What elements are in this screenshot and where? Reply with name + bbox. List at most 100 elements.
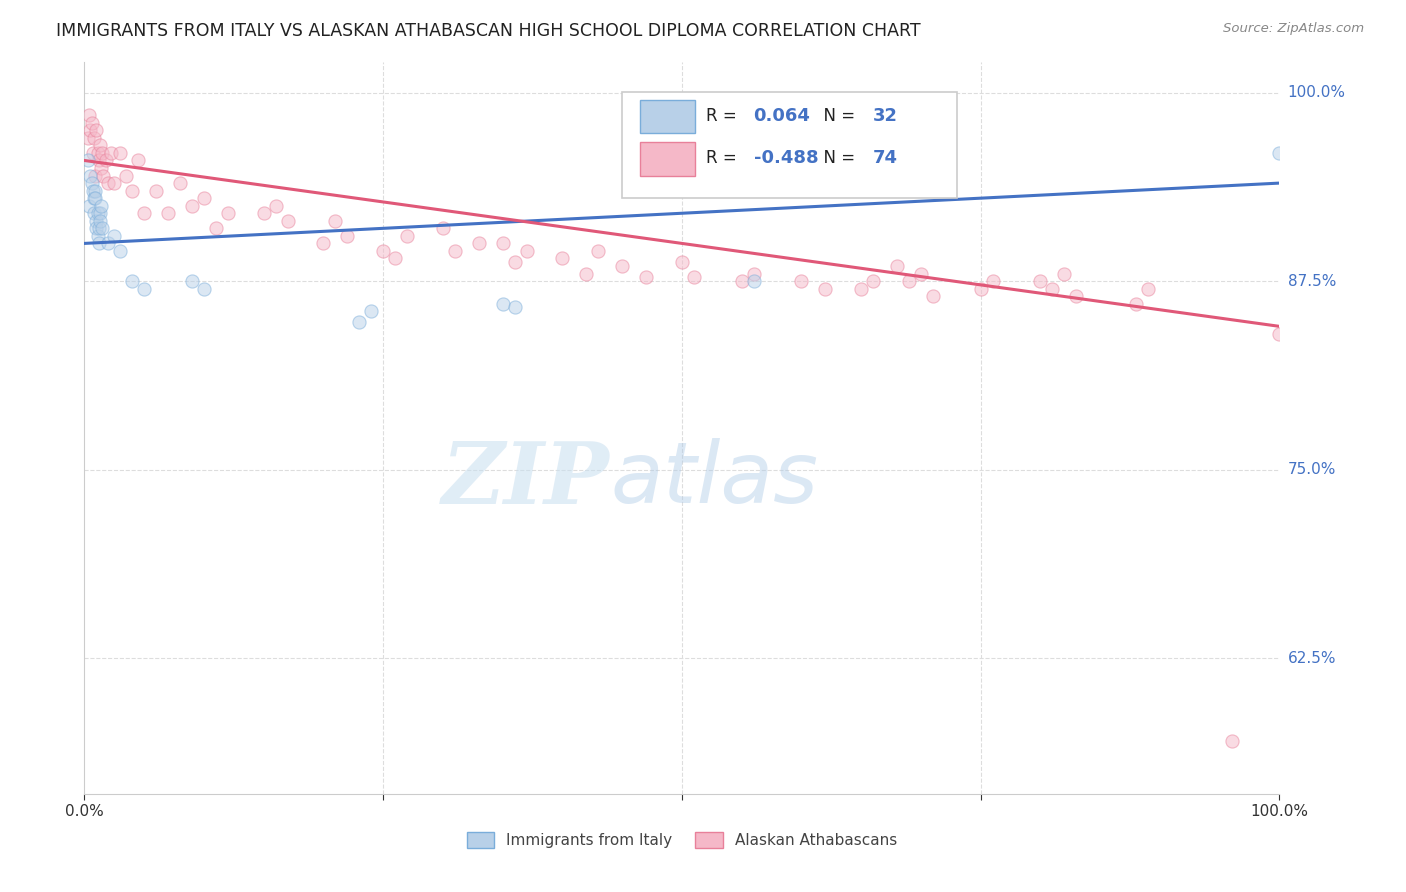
Point [1029, 274, 1052, 288]
Point [1268, 145, 1291, 160]
Point [86, 145, 108, 160]
Text: 32: 32 [873, 107, 898, 125]
Point [93, 169, 115, 183]
Point [742, 267, 765, 281]
Point [492, 236, 515, 251]
Text: -0.488: -0.488 [754, 149, 818, 168]
Point [981, 274, 1004, 288]
Point [277, 214, 299, 228]
Text: 75.0%: 75.0% [1288, 462, 1336, 477]
Point [80, 116, 103, 130]
Point [87, 221, 110, 235]
Point [886, 259, 908, 273]
Point [588, 244, 610, 258]
Text: IMMIGRANTS FROM ITALY VS ALASKAN ATHABASCAN HIGH SCHOOL DIPLOMA CORRELATION CHAR: IMMIGRANTS FROM ITALY VS ALASKAN ATHABAS… [56, 22, 921, 40]
Point [312, 236, 335, 251]
Point [1220, 734, 1243, 748]
Point [193, 282, 215, 296]
Point [742, 274, 765, 288]
Point [77, 131, 100, 145]
Point [91, 145, 114, 160]
Point [1137, 282, 1160, 296]
Point [132, 282, 156, 296]
Point [86, 123, 108, 137]
Point [862, 274, 884, 288]
Point [217, 206, 239, 220]
Point [575, 267, 598, 281]
Point [814, 282, 837, 296]
Text: N =: N = [814, 149, 860, 168]
FancyBboxPatch shape [623, 92, 957, 198]
Text: N =: N = [814, 107, 860, 125]
FancyBboxPatch shape [640, 100, 695, 134]
Point [100, 145, 122, 160]
Point [503, 254, 526, 268]
FancyBboxPatch shape [640, 142, 695, 176]
Point [922, 289, 945, 303]
Point [94, 153, 117, 168]
Point [468, 236, 491, 251]
Point [89, 138, 111, 153]
Point [360, 304, 382, 318]
Point [349, 315, 371, 329]
Point [79, 169, 101, 183]
Point [325, 214, 347, 228]
Point [731, 274, 754, 288]
Point [87, 153, 110, 168]
Text: 62.5%: 62.5% [1288, 650, 1336, 665]
Point [1066, 289, 1088, 303]
Point [97, 236, 120, 251]
Point [516, 244, 538, 258]
Point [169, 176, 191, 190]
Point [384, 252, 406, 266]
Text: 100.0%: 100.0% [1288, 85, 1346, 100]
Point [89, 214, 111, 228]
Point [205, 221, 228, 235]
Point [79, 123, 101, 137]
Point [77, 108, 100, 122]
Point [1042, 282, 1064, 296]
Point [636, 269, 658, 284]
Point [90, 161, 112, 175]
Point [612, 259, 634, 273]
Point [83, 131, 105, 145]
Point [898, 274, 921, 288]
Point [83, 206, 105, 220]
Point [432, 221, 454, 235]
Point [264, 199, 287, 213]
Point [127, 153, 149, 168]
Point [84, 191, 107, 205]
Point [83, 191, 105, 205]
Point [157, 206, 180, 220]
Point [145, 184, 167, 198]
Point [790, 274, 813, 288]
Point [115, 169, 138, 183]
Point [121, 274, 143, 288]
Point [683, 269, 706, 284]
Point [86, 228, 108, 243]
Point [110, 145, 132, 160]
Point [77, 199, 100, 213]
Point [851, 282, 873, 296]
Point [970, 282, 993, 296]
Point [396, 228, 419, 243]
Point [82, 145, 104, 160]
Point [82, 184, 104, 198]
Text: atlas: atlas [610, 438, 818, 521]
Point [1125, 297, 1147, 311]
Point [503, 300, 526, 314]
Point [121, 184, 143, 198]
Point [193, 191, 215, 205]
Point [90, 199, 112, 213]
Point [444, 244, 467, 258]
Point [86, 206, 108, 220]
Text: 87.5%: 87.5% [1288, 274, 1336, 289]
Text: R =: R = [706, 107, 742, 125]
Point [87, 236, 110, 251]
Point [492, 297, 515, 311]
Text: R =: R = [706, 149, 742, 168]
Point [91, 221, 114, 235]
Point [80, 176, 103, 190]
Point [84, 184, 107, 198]
Point [1268, 326, 1291, 341]
